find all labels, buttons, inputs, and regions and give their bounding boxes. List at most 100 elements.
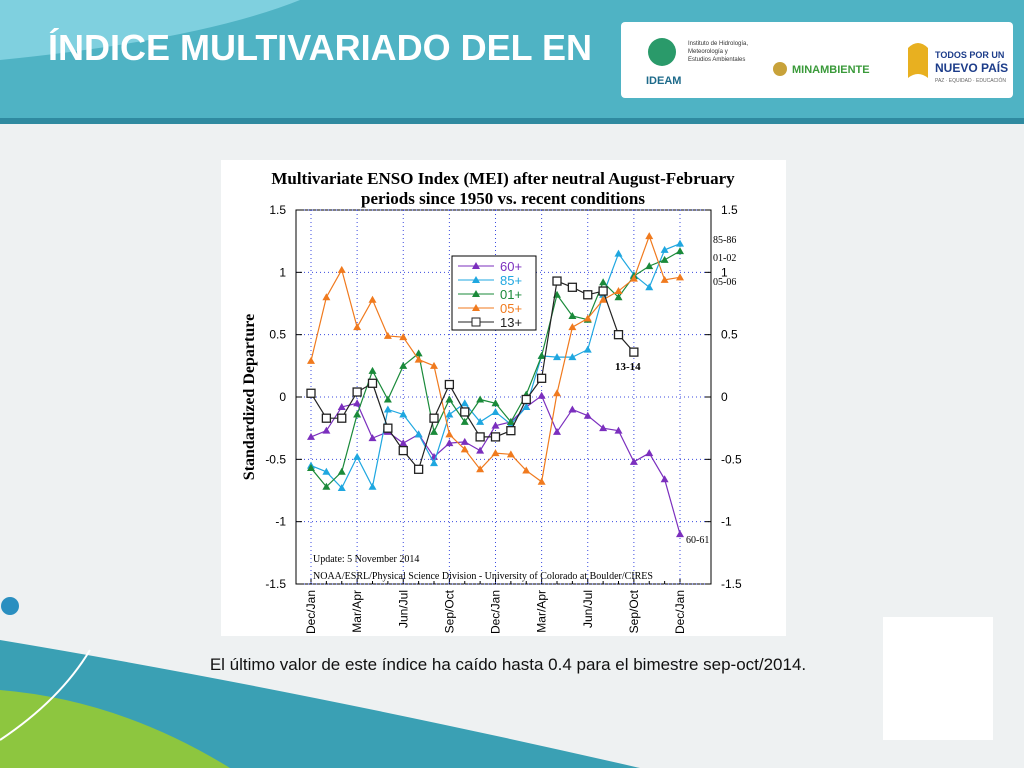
marker xyxy=(583,290,593,300)
plot: 1.5 1 0.5 0 -0.5 -1 -1.5 1.5 1 0.5 0 -0.5 -1 -1.5 Dec/… xyxy=(265,203,742,634)
marker xyxy=(553,427,561,435)
marker xyxy=(491,421,500,429)
marker xyxy=(537,391,546,399)
marker xyxy=(460,399,469,407)
marker xyxy=(460,417,469,425)
ideam-logo xyxy=(648,38,676,66)
marker xyxy=(645,232,654,240)
marker xyxy=(353,452,362,460)
gov-logo xyxy=(908,43,928,78)
marker xyxy=(414,430,423,438)
marker xyxy=(506,450,515,458)
marker xyxy=(368,295,377,303)
y2-tick-label: -0.5 xyxy=(721,452,742,466)
legend-label: 01+ xyxy=(500,287,522,302)
y-tick-label: -0.5 xyxy=(265,452,286,466)
logo-box xyxy=(621,22,1013,98)
marker xyxy=(460,437,469,445)
marker xyxy=(460,445,469,453)
marker xyxy=(444,379,455,390)
marker xyxy=(476,465,485,473)
logo-text: PAZ · EQUIDAD · EDUCACIÓN xyxy=(935,77,1006,84)
legend-marker xyxy=(472,304,480,311)
x-tick-label: Jun/Jul xyxy=(581,590,595,628)
marker xyxy=(676,239,684,247)
marker xyxy=(430,361,438,369)
marker xyxy=(476,446,485,454)
marker xyxy=(614,249,623,257)
marker xyxy=(522,466,531,474)
minamb-logo xyxy=(773,62,787,76)
annotation: NOAA/ESRL/Physical Science Division - Un… xyxy=(313,571,653,582)
series-line xyxy=(310,280,635,471)
legend-symbol xyxy=(472,290,480,297)
marker xyxy=(660,245,669,253)
marker xyxy=(353,399,362,407)
annotation: 13-14 xyxy=(615,361,641,373)
y2-tick-label: 0 xyxy=(721,390,728,404)
marker xyxy=(399,333,408,341)
marker xyxy=(307,464,315,472)
y-tick-label: 1.5 xyxy=(269,203,286,217)
y2-tick-label: 0.5 xyxy=(721,328,738,342)
caption: El último valor de este índice ha caído … xyxy=(210,655,806,674)
marker xyxy=(352,387,362,397)
marker xyxy=(398,445,408,456)
marker xyxy=(568,405,577,413)
header-decoration xyxy=(0,0,300,60)
marker xyxy=(306,388,316,398)
y-tick-label: 0 xyxy=(279,390,286,404)
marker xyxy=(491,449,500,457)
chart-title: Multivariate ENSO Index (MEI) after neut… xyxy=(271,169,735,188)
logo-sub-text: Instituto de Hidrología, Meteorología y … xyxy=(688,41,749,63)
marker xyxy=(536,373,547,383)
annotation: 01-02 xyxy=(713,253,736,264)
marker xyxy=(337,402,346,410)
x-tick-label: Mar/Apr xyxy=(535,590,549,633)
legend-box xyxy=(451,255,537,331)
marker xyxy=(568,311,577,319)
marker xyxy=(413,464,424,474)
marker xyxy=(629,457,638,465)
marker xyxy=(522,402,531,410)
marker xyxy=(599,424,608,432)
marker xyxy=(445,430,454,438)
x-tick-label: Dec/Jan xyxy=(489,590,503,634)
legend-label: 05+ xyxy=(500,301,522,316)
annotation: 05-06 xyxy=(713,277,736,288)
marker xyxy=(337,467,346,475)
legend-marker xyxy=(472,262,480,269)
x-tick-label: Sep/Oct xyxy=(442,589,456,633)
marker xyxy=(599,295,608,303)
marker xyxy=(660,275,669,283)
legend-symbol xyxy=(472,304,480,311)
marker xyxy=(676,530,684,538)
y-tick-label: 0.5 xyxy=(269,328,286,342)
marker xyxy=(476,395,485,403)
annotation: Update: 5 November 2014 xyxy=(313,554,419,565)
marker xyxy=(629,274,638,282)
y-axis-label: Standardized Departure xyxy=(241,314,258,480)
footer-leaf xyxy=(0,690,230,768)
marker xyxy=(645,262,654,270)
marker xyxy=(430,459,438,467)
marker xyxy=(676,273,684,281)
marker xyxy=(368,482,377,490)
marker xyxy=(567,282,578,292)
marker xyxy=(322,293,331,301)
x-tick-label: Dec/Jan xyxy=(304,590,318,634)
marker xyxy=(383,423,393,433)
marker xyxy=(476,417,485,425)
marker xyxy=(322,426,331,434)
marker xyxy=(322,467,331,475)
legend-marker xyxy=(471,317,481,327)
marker xyxy=(430,427,438,435)
marker xyxy=(614,287,623,295)
marker xyxy=(552,276,562,286)
marker xyxy=(506,426,516,436)
legend-symbol xyxy=(472,276,480,283)
slide-title: ÍNDICE MULTIVARIADO DEL EN xyxy=(48,27,592,68)
legend-label: 13+ xyxy=(500,315,522,330)
